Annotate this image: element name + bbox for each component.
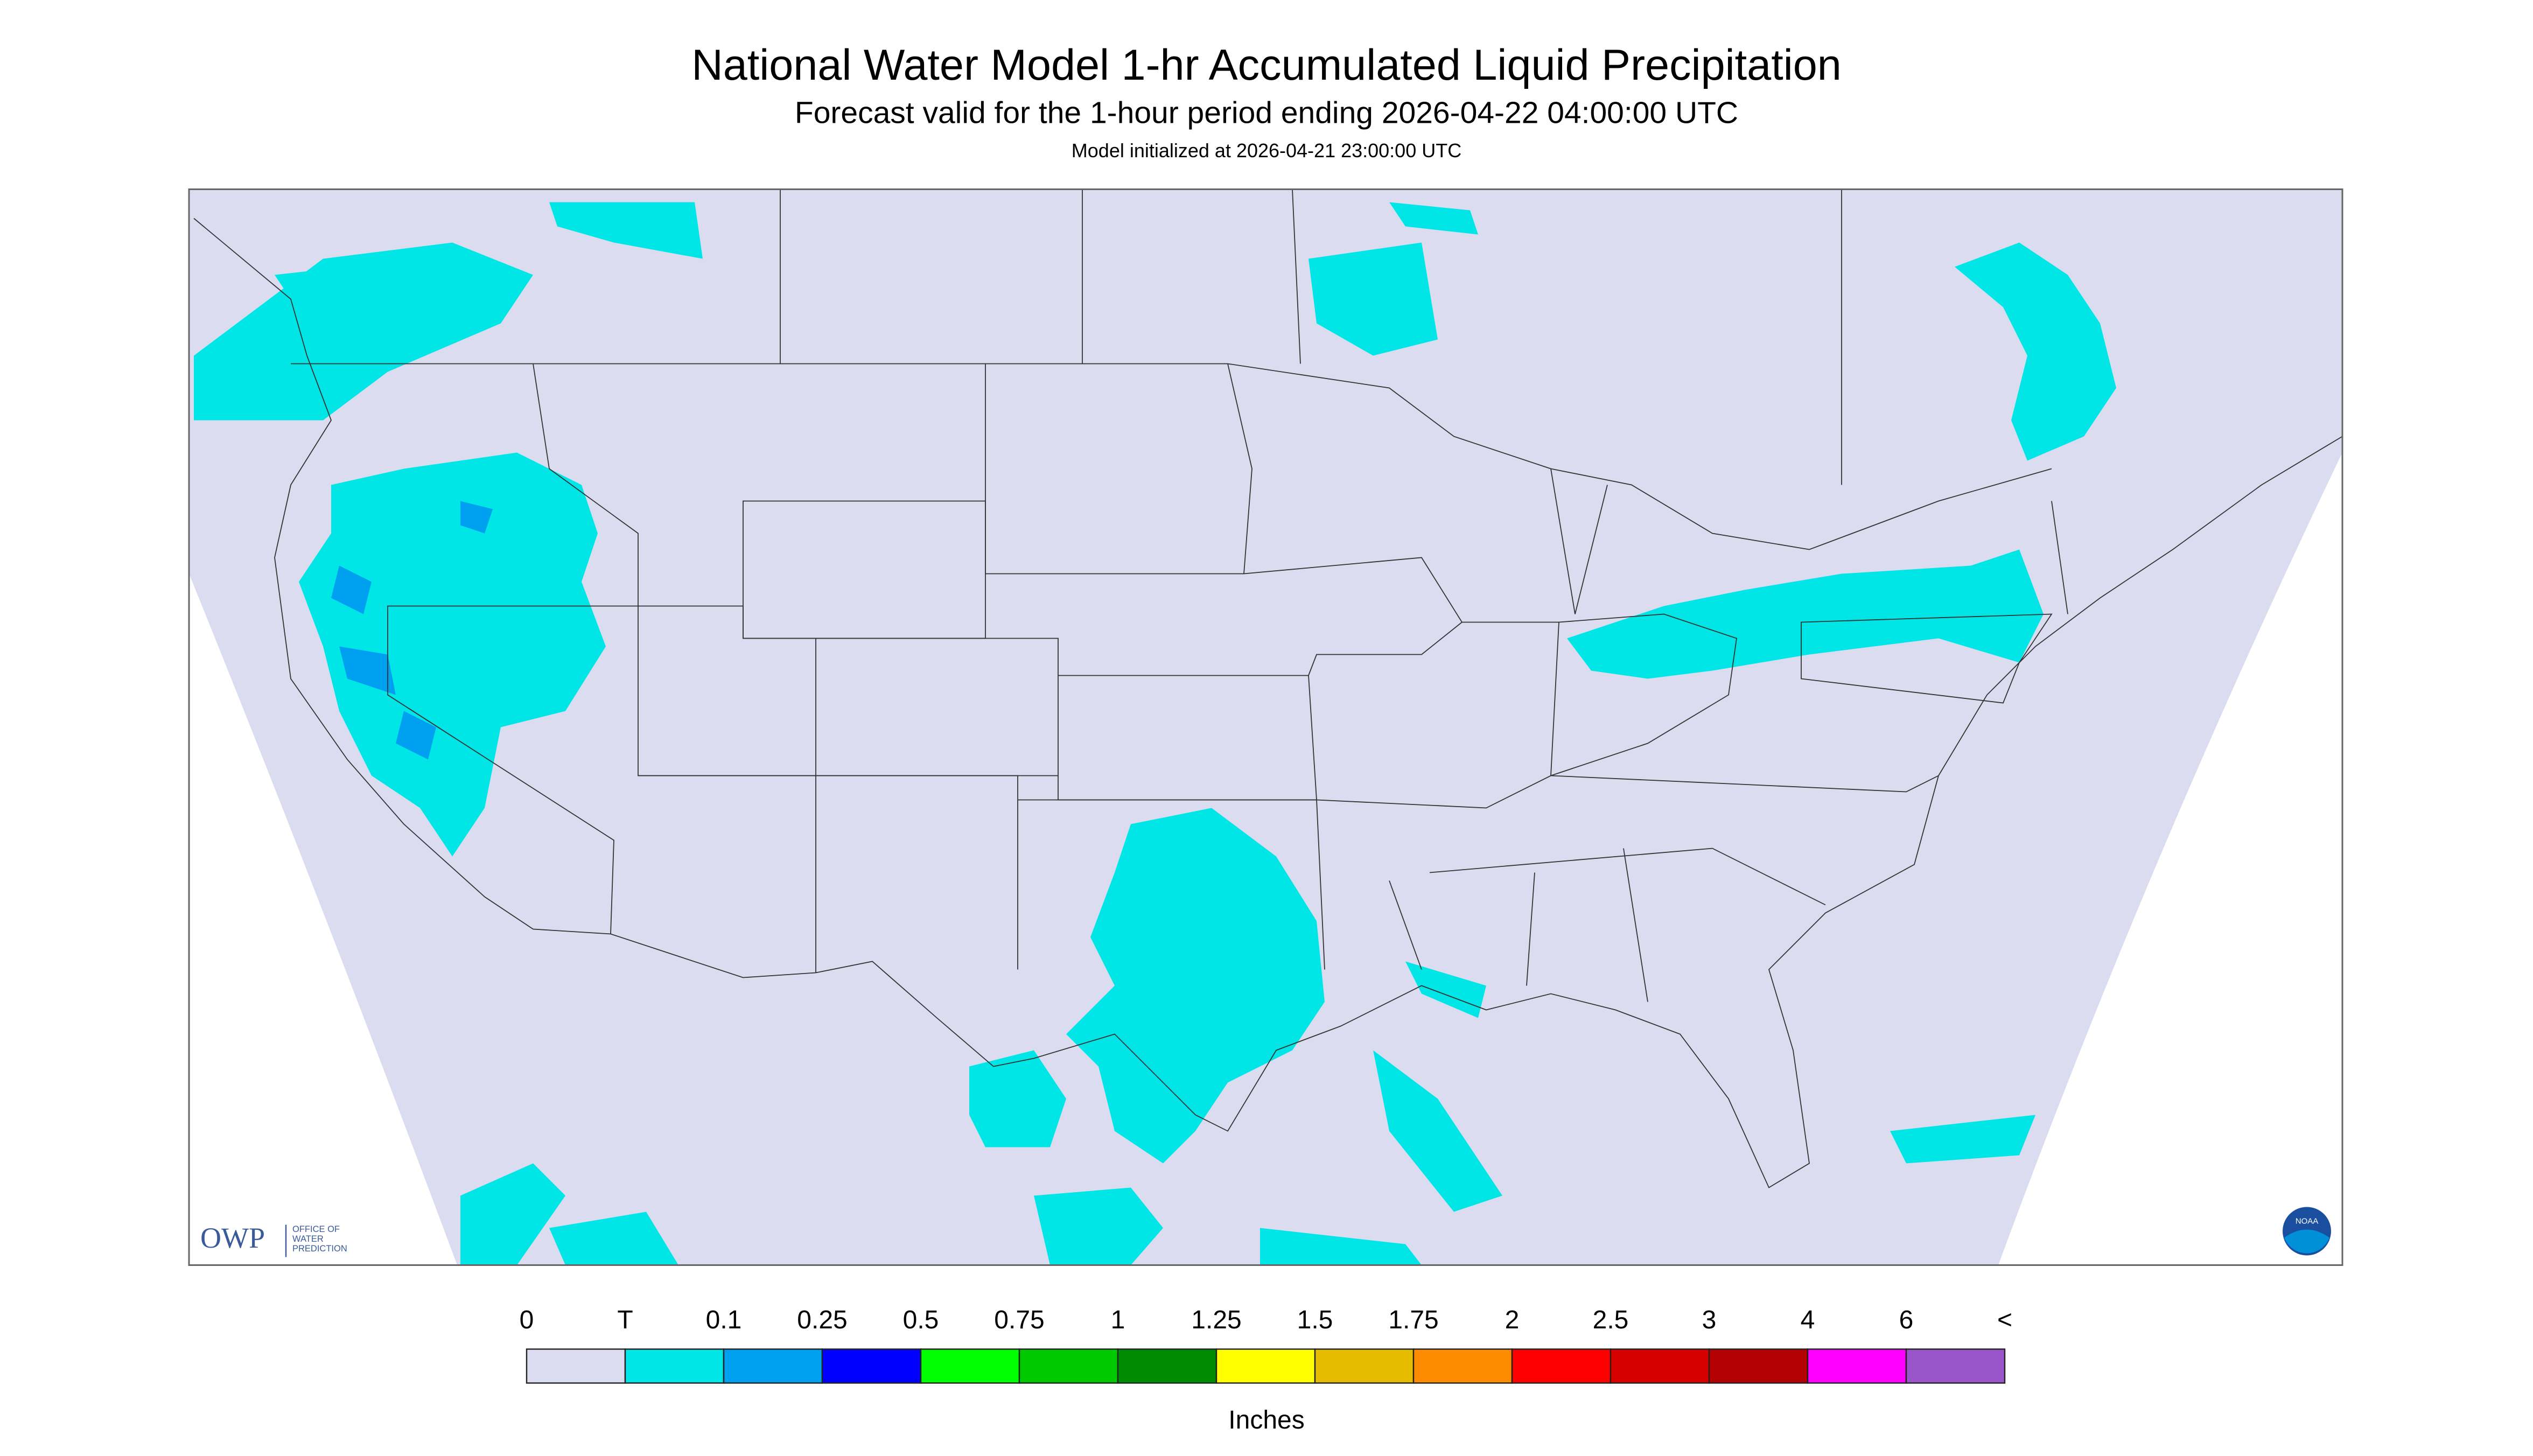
map-frame (188, 188, 2343, 1266)
legend-label: 1.25 (1191, 1306, 1241, 1334)
owp-text: WATER (292, 1234, 324, 1244)
legend-swatch (1117, 1348, 1217, 1384)
legend-label: 0 (520, 1306, 534, 1334)
legend-label: 4 (1801, 1306, 1815, 1334)
legend-swatch (1708, 1348, 1809, 1384)
legend-label: 2.5 (1593, 1306, 1629, 1334)
legend-label: 0.5 (903, 1306, 939, 1334)
legend-swatch (1215, 1348, 1316, 1384)
legend-label: 6 (1899, 1306, 1914, 1334)
legend-label: 1 (1111, 1306, 1125, 1334)
noaa-text: NOAA (2296, 1216, 2319, 1226)
legend-swatch (920, 1348, 1020, 1384)
title: National Water Model 1-hr Accumulated Li… (691, 41, 1842, 89)
map-mask-right (1998, 452, 2342, 1265)
legend-label: 2 (1505, 1306, 1520, 1334)
legend-label: 1.5 (1297, 1306, 1333, 1334)
legend-swatch (723, 1348, 823, 1384)
legend-label: 0.1 (706, 1306, 742, 1334)
init-time: Model initialized at 2026-04-21 23:00:00… (1072, 139, 1461, 162)
legend-label: 0.75 (994, 1306, 1044, 1334)
legend-label: < (1997, 1306, 2012, 1334)
owp-logo: OWP (200, 1222, 265, 1254)
legend-label: 1.75 (1388, 1306, 1438, 1334)
legend-swatch (1314, 1348, 1415, 1384)
map-area (189, 189, 2342, 1265)
legend-swatch (821, 1348, 922, 1384)
legend-units: Inches (1228, 1406, 1304, 1434)
map-mask-left (189, 573, 457, 1265)
owp-text: PREDICTION (292, 1244, 347, 1254)
owp-text: OFFICE OF (292, 1224, 340, 1234)
subtitle: Forecast valid for the 1-hour period end… (795, 96, 1738, 130)
legend-swatch (1412, 1348, 1513, 1384)
legend-swatch (526, 1348, 626, 1384)
boundaries (193, 189, 2343, 1188)
legend-swatch (1018, 1348, 1119, 1384)
legend-swatch (1610, 1348, 1710, 1384)
noaa-wave (2284, 1229, 2329, 1254)
legend-swatch (1905, 1348, 2006, 1384)
map: OWP OFFICE OF WATER PREDICTION NOAA (188, 188, 2343, 1266)
legend-swatch (624, 1348, 725, 1384)
precip-areas (194, 202, 2116, 1265)
legend-swatch (1807, 1348, 1907, 1384)
legend-label: 0.25 (797, 1306, 847, 1334)
legend-label: T (617, 1306, 633, 1334)
legend: 0 T 0.1 0.25 0.5 0.75 1 1.25 1.5 1.75 2 2.5 3 4 6 < (520, 1306, 2012, 1384)
precip-heavier (331, 501, 493, 760)
legend-label: 3 (1702, 1306, 1717, 1334)
legend-swatch (1511, 1348, 1612, 1384)
